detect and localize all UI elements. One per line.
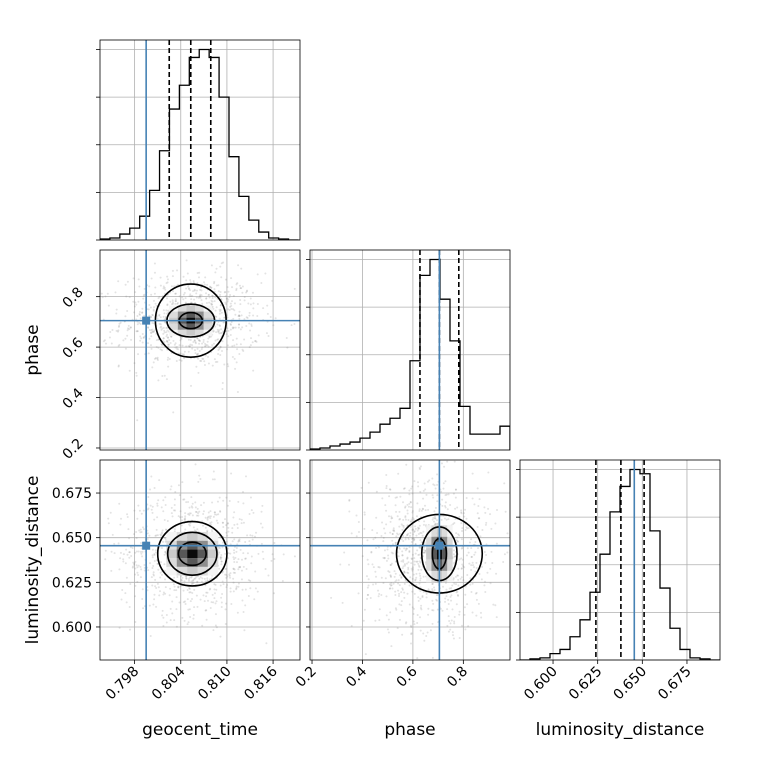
histogram-phase — [310, 250, 510, 450]
x-tick-label-geocent_time-2: 0.810 — [195, 664, 235, 704]
y-axis-label-luminosity-distance: luminosity_distance — [23, 476, 43, 645]
histogram-luminosity_distance — [520, 460, 720, 660]
x-tick-label-luminosity_distance-1: 0.625 — [566, 664, 606, 704]
y-tick-label-luminosity_distance-1: 0.625 — [52, 575, 92, 591]
truth-marker-geocent_time__luminosity_distance — [142, 541, 151, 550]
contour-geocent_time__luminosity_distance-1 — [166, 531, 218, 576]
y-tick-label-luminosity_distance-0: 0.600 — [52, 620, 92, 636]
x-tick-label-luminosity_distance-0: 0.600 — [521, 664, 561, 704]
x-axis-label-luminosity-distance: luminosity_distance — [536, 720, 705, 740]
y-tick-label-phase-0: 0.2 — [60, 436, 87, 463]
panel-geocent_time-vs-luminosity_distance — [100, 460, 300, 660]
histogram-geocent_time — [100, 40, 299, 240]
y-tick-label-phase-2: 0.6 — [60, 335, 87, 362]
panel-frame-2-2 — [519, 459, 721, 661]
y-tick-label-phase-3: 0.8 — [60, 284, 87, 311]
x-tick-label-geocent_time-0: 0.798 — [103, 664, 143, 704]
panel-frame-1-2 — [309, 459, 511, 661]
x-tick-label-geocent_time-3: 0.816 — [241, 663, 281, 703]
y-tick-label-luminosity_distance-3: 0.675 — [52, 486, 92, 502]
contour-geocent_time__luminosity_distance-0 — [177, 541, 207, 567]
x-tick-label-phase-0: 0.2 — [293, 664, 320, 691]
panel-frame-0-1 — [99, 249, 301, 451]
x-tick-label-phase-2: 0.6 — [394, 663, 421, 690]
panel-phase-vs-luminosity_distance — [310, 460, 510, 660]
histogram-step-phase — [310, 258, 510, 450]
truth-marker-geocent_time__phase — [142, 316, 151, 325]
x-tick-label-luminosity_distance-3: 0.675 — [655, 664, 695, 704]
x-axis-label-geocent-time: geocent_time — [142, 720, 258, 740]
panel-frame-1-1 — [309, 249, 511, 451]
y-tick-label-phase-1: 0.4 — [60, 385, 87, 412]
x-tick-label-phase-1: 0.4 — [343, 663, 370, 690]
y-axis-label-phase: phase — [23, 324, 43, 375]
x-tick-label-luminosity_distance-2: 0.650 — [610, 664, 650, 704]
y-tick-label-luminosity_distance-2: 0.650 — [52, 531, 92, 547]
histogram-step-geocent_time — [100, 48, 299, 240]
x-tick-label-phase-3: 0.8 — [444, 664, 471, 691]
panel-frame-0-0 — [99, 39, 301, 241]
x-axis-label-phase: phase — [384, 720, 435, 740]
panel-geocent_time-vs-phase — [100, 250, 300, 450]
x-tick-label-geocent_time-1: 0.804 — [149, 663, 189, 703]
contour-geocent_time__luminosity_distance-2 — [156, 520, 228, 587]
panel-frame-0-2 — [99, 459, 301, 661]
truth-marker-phase__luminosity_distance — [435, 541, 444, 550]
histogram-step-luminosity_distance — [520, 468, 720, 660]
